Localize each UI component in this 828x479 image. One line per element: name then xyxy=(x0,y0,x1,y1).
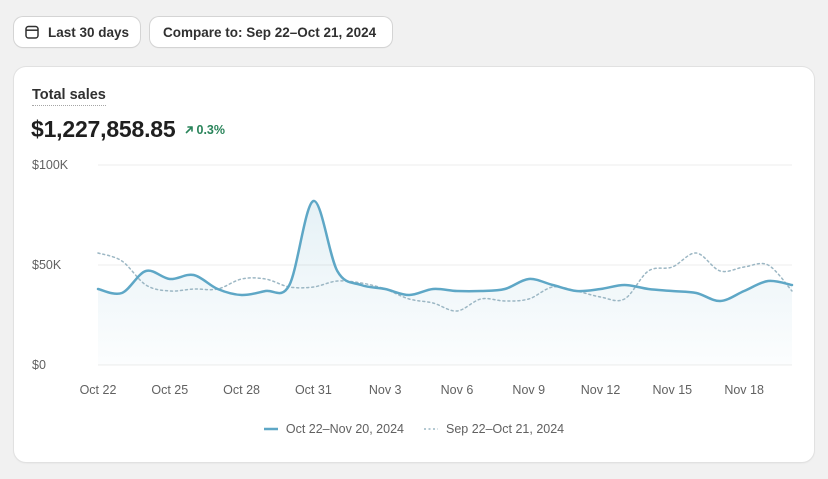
x-tick-label: Nov 3 xyxy=(369,383,402,397)
series-line-current[interactable] xyxy=(96,199,794,303)
x-tick-label: Nov 6 xyxy=(441,383,474,397)
legend-solid-line-swatch xyxy=(263,427,278,431)
chart-legend: Oct 22–Nov 20, 2024 Sep 22–Oct 21, 2024 xyxy=(14,422,814,436)
x-tick-label: Oct 31 xyxy=(295,383,332,397)
date-range-button[interactable]: Last 30 days xyxy=(14,17,140,47)
x-tick-label: Oct 28 xyxy=(223,383,260,397)
y-tick-label: $100K xyxy=(32,158,69,172)
legend-dotted-line-swatch xyxy=(423,428,438,430)
x-tick-label: Nov 12 xyxy=(581,383,621,397)
legend-label-comparison: Sep 22–Oct 21, 2024 xyxy=(445,422,565,436)
metric-change-value: 0.3% xyxy=(196,122,226,137)
x-tick-label: Oct 22 xyxy=(80,383,117,397)
x-tick-label: Nov 18 xyxy=(724,383,764,397)
x-tick-label: Nov 9 xyxy=(512,383,545,397)
arrow-up-right-icon xyxy=(185,125,194,134)
x-tick-label: Nov 15 xyxy=(653,383,693,397)
x-tick-label: Oct 25 xyxy=(151,383,188,397)
metric-summary: $1,227,858.85 0.3% xyxy=(31,116,225,143)
metric-value: $1,227,858.85 xyxy=(31,116,176,142)
metric-change-badge: 0.3% xyxy=(185,122,226,137)
calendar-icon xyxy=(24,24,40,40)
total-sales-card: Total sales $1,227,858.85 0.3% $0 $50K $10… xyxy=(14,67,814,462)
legend-item-current[interactable]: Oct 22–Nov 20, 2024 xyxy=(263,422,404,436)
date-range-label: Last 30 days xyxy=(48,24,130,40)
compare-to-button[interactable]: Compare to: Sep 22–Oct 21, 2024 xyxy=(150,17,392,47)
compare-to-label: Compare to: Sep 22–Oct 21, 2024 xyxy=(163,24,377,40)
metric-title[interactable]: Total sales xyxy=(32,87,106,106)
total-sales-chart: $0 $50K $100K Oct 22 Oct 25 Oct 28 Oct 31 Nov … xyxy=(32,158,794,397)
y-tick-label: $0 xyxy=(32,358,46,372)
y-tick-label: $50K xyxy=(32,258,62,272)
series-area-current xyxy=(98,200,792,365)
legend-label-current: Oct 22–Nov 20, 2024 xyxy=(285,422,404,436)
legend-item-comparison[interactable]: Sep 22–Oct 21, 2024 xyxy=(423,422,565,436)
